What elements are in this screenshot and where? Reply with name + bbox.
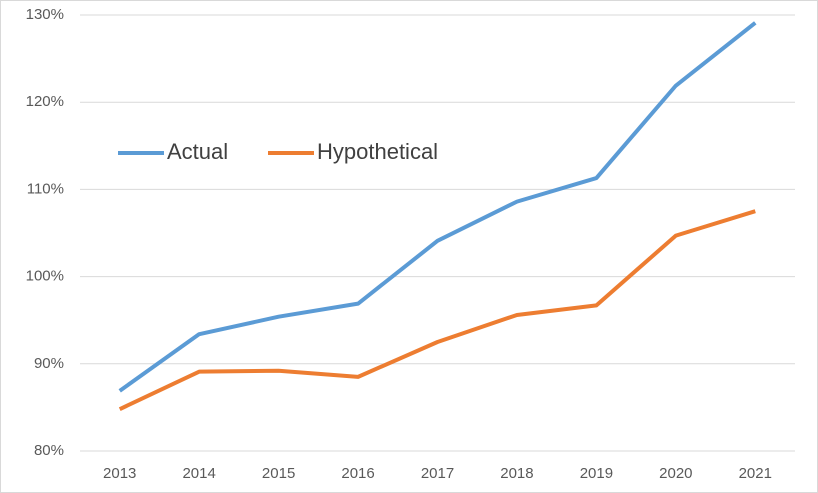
x-tick-label: 2015	[262, 465, 295, 482]
x-tick-label: 2019	[580, 465, 613, 482]
y-tick-label: 100%	[26, 268, 64, 285]
y-tick-label: 130%	[26, 6, 64, 23]
series-line	[118, 209, 756, 411]
x-tick-label: 2014	[182, 465, 215, 482]
y-tick-label: 120%	[26, 93, 64, 110]
series-line	[118, 21, 757, 393]
y-tick-label: 90%	[34, 355, 64, 372]
x-tick-label: 2020	[659, 465, 692, 482]
x-tick-label: 2013	[103, 465, 136, 482]
y-tick-label: 110%	[27, 180, 64, 197]
y-tick-label: 80%	[34, 442, 64, 459]
legend-label: Actual	[167, 139, 228, 164]
x-tick-label: 2016	[341, 465, 374, 482]
x-tick-label: 2021	[739, 465, 772, 482]
x-tick-label: 2017	[421, 465, 454, 482]
legend-label: Hypothetical	[317, 139, 438, 164]
x-tick-label: 2018	[500, 465, 533, 482]
